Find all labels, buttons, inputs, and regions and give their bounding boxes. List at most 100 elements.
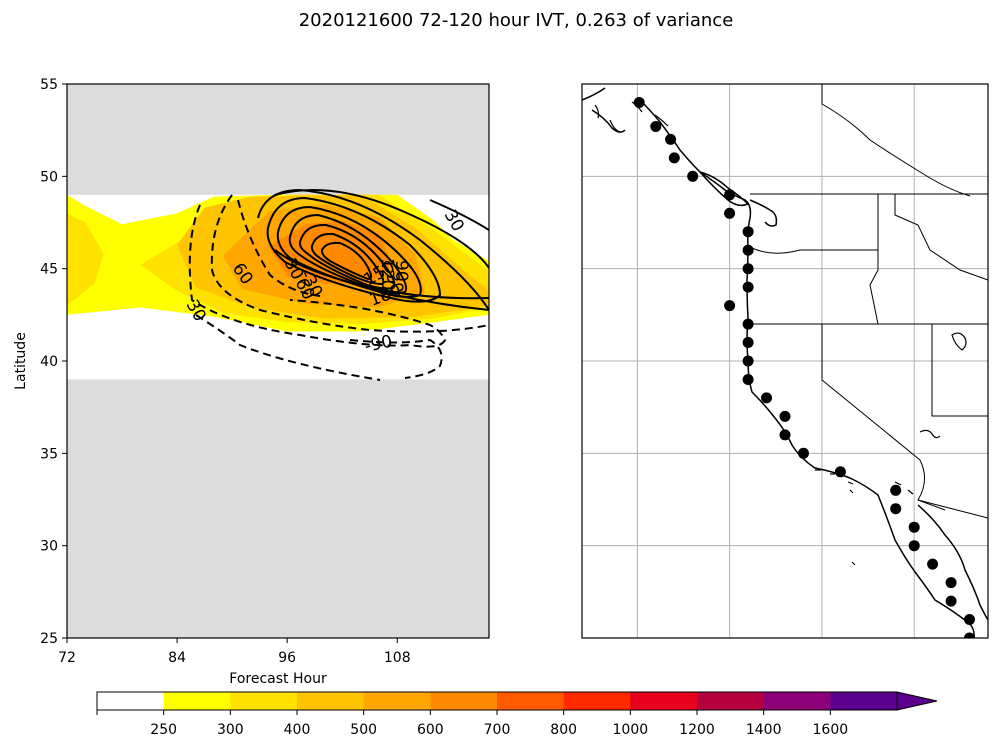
contour-line-pos bbox=[298, 223, 396, 290]
colorbar-segment bbox=[763, 692, 831, 710]
contour-line-neg bbox=[195, 314, 381, 381]
ca-nv-border bbox=[821, 324, 921, 461]
figure-title: 2020121600 72-120 hour IVT, 0.263 of var… bbox=[299, 10, 734, 31]
colorbar-segment bbox=[697, 692, 765, 710]
station-point bbox=[742, 318, 754, 330]
colorbar-tick-label: 250 bbox=[150, 722, 177, 738]
id-mt-border bbox=[894, 194, 988, 281]
contour-line-pos bbox=[266, 196, 442, 303]
x-axis: 72 84 96 108 bbox=[58, 638, 411, 666]
x-axis-label: Forecast Hour bbox=[229, 671, 327, 687]
great-salt-lake bbox=[951, 332, 967, 351]
station-point bbox=[908, 540, 920, 552]
colorbar-segment bbox=[297, 692, 365, 710]
map-boundaries bbox=[582, 87, 988, 638]
station-point bbox=[964, 614, 975, 625]
colorbar-tick-label: 800 bbox=[550, 722, 577, 738]
colorbar-segment bbox=[497, 692, 565, 710]
station-point bbox=[798, 447, 809, 459]
y-tick-label: 45 bbox=[40, 262, 58, 278]
contour-line-pos bbox=[310, 232, 385, 286]
contour-panel: 30 60 30 30 60 90 120 150 180 30 -90 -30… bbox=[13, 77, 490, 687]
station-point bbox=[668, 152, 680, 164]
x-tick-label: 72 bbox=[58, 650, 76, 666]
colorbar-extend-arrow bbox=[896, 691, 938, 711]
y-tick-label: 35 bbox=[40, 446, 58, 462]
colorbar-segment bbox=[830, 692, 898, 710]
colorbar-segment bbox=[230, 692, 298, 710]
colorbar: 250 300 400 500 600 700 800 1000 1200 1400 1600 bbox=[96, 691, 938, 738]
station-point bbox=[724, 300, 736, 312]
station-point bbox=[724, 207, 736, 219]
bc-inlets bbox=[594, 101, 669, 133]
colorbar-segment bbox=[97, 692, 165, 710]
colorbar-segment bbox=[563, 692, 631, 710]
y-tick-label: 40 bbox=[40, 354, 58, 370]
y-tick-label: 55 bbox=[40, 77, 58, 93]
station-point bbox=[945, 595, 957, 607]
us-mexico-border bbox=[917, 499, 946, 511]
station-point bbox=[650, 121, 662, 132]
station-point bbox=[945, 577, 957, 589]
colorbar-tick-label: 600 bbox=[417, 722, 444, 738]
channel-islands bbox=[815, 469, 914, 566]
contour-line-neg bbox=[349, 338, 443, 379]
contour-line-pos bbox=[288, 213, 408, 295]
x-tick-label: 84 bbox=[168, 650, 186, 666]
salton-lake bbox=[919, 429, 941, 439]
station-point bbox=[779, 410, 791, 422]
station-point bbox=[633, 97, 645, 108]
station-points bbox=[633, 97, 975, 638]
colorbar-segment bbox=[630, 692, 698, 710]
map-frame bbox=[581, 83, 989, 639]
station-point bbox=[964, 632, 975, 638]
y-axis-label: Latitude bbox=[13, 332, 29, 390]
contour-lines bbox=[188, 188, 489, 381]
contour-line-neg bbox=[210, 194, 489, 333]
colorbar-segment bbox=[163, 692, 231, 710]
colorbar-segments bbox=[96, 691, 938, 711]
colorbar-tick-label: 300 bbox=[217, 722, 244, 738]
station-point bbox=[742, 374, 754, 385]
station-point bbox=[687, 170, 699, 182]
station-point bbox=[742, 355, 754, 367]
canada-provinces bbox=[821, 84, 971, 197]
colorbar-segment bbox=[430, 692, 498, 710]
colorbar-tick-label: 1400 bbox=[746, 722, 782, 738]
y-tick-label: 30 bbox=[40, 539, 58, 555]
station-point bbox=[927, 558, 939, 570]
station-point bbox=[890, 484, 902, 496]
station-point bbox=[834, 466, 846, 478]
station-point bbox=[742, 226, 754, 238]
colorbar-segment bbox=[363, 692, 431, 710]
y-tick-label: 50 bbox=[40, 169, 58, 185]
station-point bbox=[761, 392, 772, 404]
y-tick-label: 25 bbox=[40, 631, 58, 647]
x-tick-label: 108 bbox=[384, 650, 411, 666]
contour-line-pos bbox=[429, 199, 489, 231]
contour-line-neg bbox=[188, 204, 447, 348]
station-point bbox=[908, 521, 920, 533]
wa-id-border bbox=[869, 194, 879, 325]
puget-sound bbox=[749, 199, 778, 227]
filled-contour-300-400 bbox=[67, 213, 104, 306]
station-point bbox=[742, 244, 754, 256]
station-point bbox=[742, 263, 754, 275]
station-point bbox=[742, 337, 754, 348]
station-point bbox=[742, 281, 754, 293]
colorbar-ticks: 250 300 400 500 600 700 800 1000 1200 1400 1600 bbox=[96, 710, 848, 738]
baja-coast bbox=[917, 504, 988, 621]
colorbar-tick-label: 700 bbox=[484, 722, 511, 738]
contour-line-neg bbox=[237, 199, 321, 297]
station-point bbox=[890, 503, 902, 515]
contour-label: 120 bbox=[377, 258, 397, 290]
station-point bbox=[779, 429, 791, 441]
y-axis: 25 30 35 40 45 50 55 bbox=[40, 77, 67, 647]
colorbar-tick-label: 1200 bbox=[679, 722, 715, 738]
state-borders bbox=[747, 84, 988, 519]
contour-line-pos bbox=[276, 205, 422, 298]
colorbar-tick-label: 500 bbox=[350, 722, 377, 738]
contour-label: 90 bbox=[391, 260, 411, 282]
station-point bbox=[724, 189, 736, 201]
